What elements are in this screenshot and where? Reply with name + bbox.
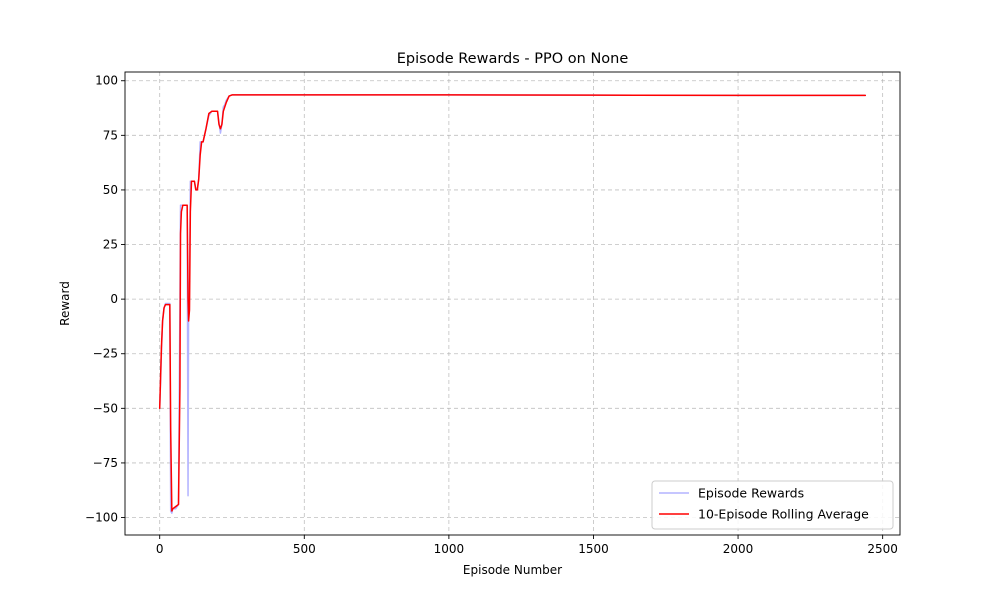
legend: Episode Rewards 10-Episode Rolling Avera… — [651, 480, 894, 530]
x-axis-label: Episode Number — [463, 563, 562, 577]
plot-frame — [124, 71, 901, 536]
series-group — [158, 94, 867, 514]
x-tick-label: 2000 — [723, 542, 754, 556]
x-tick-label: 1500 — [578, 542, 609, 556]
y-tick-label: −100 — [85, 511, 118, 525]
y-tick-label: −50 — [93, 401, 118, 415]
grid — [125, 72, 900, 535]
ticks: 0 500 1000 1500 2000 2500 −100 −75 −50 −25 0 25 50 75… — [85, 74, 898, 556]
y-tick-label: 50 — [103, 183, 118, 197]
y-tick-label: −25 — [93, 347, 118, 361]
y-tick-label: 0 — [110, 292, 118, 306]
x-tick-label: 0 — [156, 542, 164, 556]
y-tick-label: −75 — [93, 456, 118, 470]
y-tick-label: 100 — [95, 74, 118, 88]
y-tick-label: 25 — [103, 238, 118, 252]
x-tick-label: 1000 — [434, 542, 465, 556]
y-tick-label: 75 — [103, 128, 118, 142]
x-tick-label: 2500 — [867, 542, 898, 556]
rolling-average-line — [158, 94, 867, 512]
legend-label-episode-rewards: Episode Rewards — [698, 486, 804, 501]
legend-box — [651, 480, 894, 530]
legend-label-rolling-average: 10-Episode Rolling Average — [698, 507, 869, 522]
x-tick-label: 500 — [293, 542, 316, 556]
chart-title: Episode Rewards - PPO on None — [397, 51, 629, 67]
y-axis-label: Reward — [58, 281, 72, 326]
